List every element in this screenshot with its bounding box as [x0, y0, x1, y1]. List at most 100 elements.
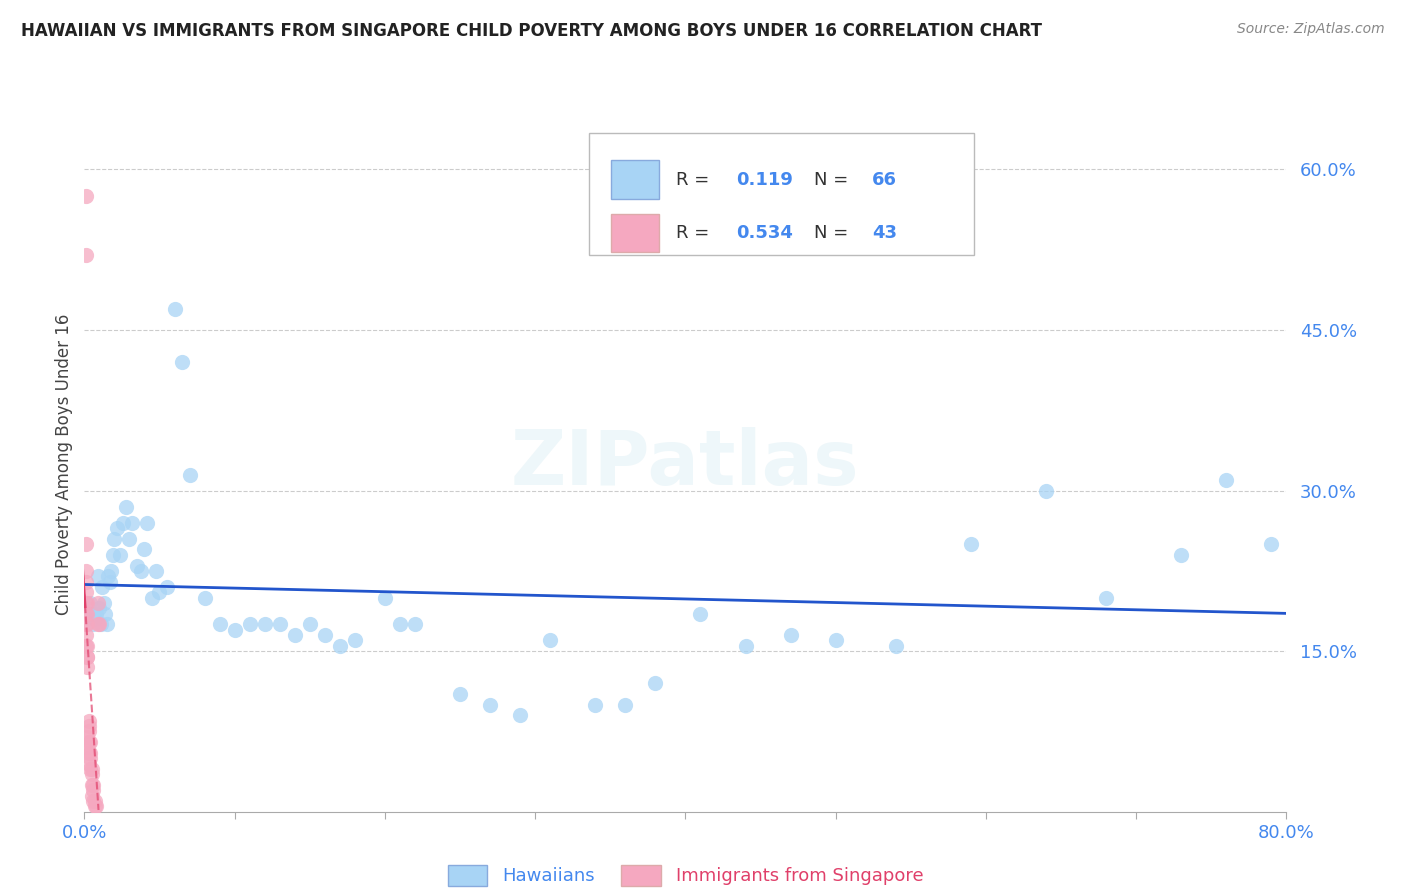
Point	[90, 617, 112, 632]
Point	[134, 542, 156, 557]
Point	[75, 585, 97, 599]
Point	[689, 607, 711, 621]
Point	[91, 580, 114, 594]
Point	[614, 698, 637, 712]
Text: Source: ZipAtlas.com: Source: ZipAtlas.com	[1237, 22, 1385, 37]
Point	[75, 537, 97, 551]
Point	[80, 778, 103, 792]
Point	[82, 794, 104, 808]
Y-axis label: Child Poverty Among Boys Under 16: Child Poverty Among Boys Under 16	[55, 313, 73, 615]
Point	[77, 735, 100, 749]
Point	[89, 617, 111, 632]
Point	[76, 596, 98, 610]
Point	[80, 767, 103, 781]
Point	[80, 789, 103, 803]
Point	[145, 564, 167, 578]
Point	[125, 558, 148, 573]
Point	[77, 756, 100, 771]
Point	[224, 623, 246, 637]
Point	[82, 783, 104, 797]
Point	[75, 639, 97, 653]
Point	[179, 467, 201, 482]
Point	[82, 778, 104, 792]
Point	[79, 735, 101, 749]
Point	[87, 569, 110, 583]
Point	[77, 746, 100, 760]
Point	[76, 730, 98, 744]
Point	[239, 617, 262, 632]
Point	[80, 762, 103, 776]
Point	[77, 719, 100, 733]
Point	[163, 301, 186, 316]
Point	[79, 762, 101, 776]
Point	[94, 607, 117, 621]
Point	[269, 617, 291, 632]
Point	[75, 596, 97, 610]
Point	[170, 355, 193, 369]
Point	[86, 607, 108, 621]
Point	[141, 591, 163, 605]
Point	[131, 564, 153, 578]
Point	[960, 537, 983, 551]
Point	[98, 574, 121, 589]
Point	[77, 714, 100, 728]
Point	[76, 649, 98, 664]
Point	[80, 607, 103, 621]
Text: R =: R =	[676, 224, 714, 243]
Point	[107, 521, 129, 535]
Point	[75, 628, 97, 642]
Point	[734, 639, 756, 653]
Point	[76, 617, 98, 632]
Text: 43: 43	[872, 224, 897, 243]
Point	[77, 724, 100, 739]
Text: N =: N =	[814, 170, 853, 188]
Point	[79, 751, 101, 765]
Point	[1260, 537, 1282, 551]
Point	[76, 649, 98, 664]
Point	[75, 617, 97, 632]
Point	[83, 612, 105, 626]
Point	[118, 532, 141, 546]
Point	[76, 607, 98, 621]
Point	[75, 607, 97, 621]
Point	[1170, 548, 1192, 562]
Text: ZIPatlas: ZIPatlas	[512, 427, 859, 500]
Point	[329, 639, 352, 653]
Point	[83, 794, 105, 808]
Point	[884, 639, 907, 653]
Point	[79, 596, 101, 610]
Point	[194, 591, 217, 605]
Point	[644, 676, 666, 690]
Point	[93, 596, 115, 610]
Point	[87, 617, 110, 632]
Text: N =: N =	[814, 224, 853, 243]
Point	[96, 617, 118, 632]
Point	[75, 189, 97, 203]
Point	[538, 633, 561, 648]
FancyBboxPatch shape	[610, 214, 659, 252]
Point	[100, 564, 122, 578]
Legend: Hawaiians, Immigrants from Singapore: Hawaiians, Immigrants from Singapore	[440, 858, 931, 892]
Text: 66: 66	[872, 170, 897, 188]
Point	[1035, 483, 1057, 498]
FancyBboxPatch shape	[589, 133, 974, 255]
Point	[115, 500, 138, 514]
Point	[374, 591, 396, 605]
Point	[284, 628, 307, 642]
Point	[75, 564, 97, 578]
Point	[388, 617, 411, 632]
Point	[83, 799, 105, 814]
Point	[314, 628, 336, 642]
Point	[1095, 591, 1118, 605]
Point	[79, 746, 101, 760]
Point	[583, 698, 606, 712]
Point	[76, 740, 98, 755]
Point	[121, 516, 143, 530]
Point	[103, 532, 125, 546]
Text: HAWAIIAN VS IMMIGRANTS FROM SINGAPORE CHILD POVERTY AMONG BOYS UNDER 16 CORRELAT: HAWAIIAN VS IMMIGRANTS FROM SINGAPORE CH…	[21, 22, 1042, 40]
Point	[89, 601, 111, 615]
Point	[298, 617, 321, 632]
Point	[449, 687, 471, 701]
Point	[509, 708, 531, 723]
Point	[110, 548, 132, 562]
